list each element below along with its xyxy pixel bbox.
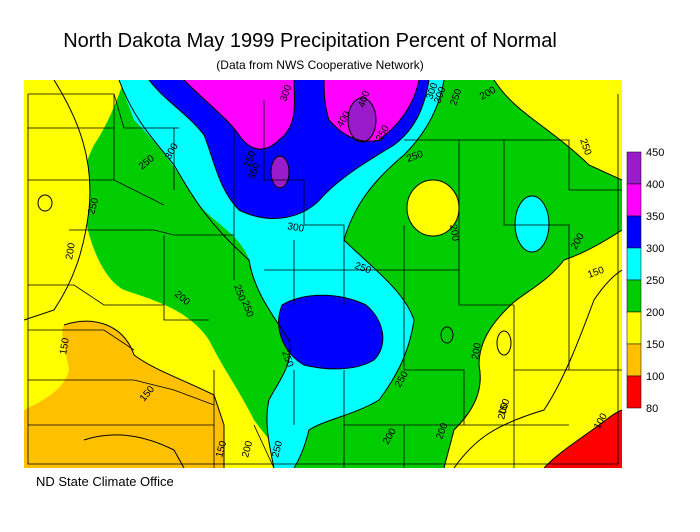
legend-labels: 450 400 350 300 250 200 150 100 80 bbox=[646, 148, 664, 415]
legend-swatch bbox=[626, 215, 642, 249]
region-150-200-northwest bbox=[24, 80, 90, 320]
precipitation-map: 300 300 250 200 400 350 250 250 300 250 … bbox=[24, 80, 622, 468]
contour-lines bbox=[24, 80, 622, 468]
legend-label: 350 bbox=[646, 211, 664, 223]
legend-swatch bbox=[626, 311, 642, 345]
contour-label: 150 bbox=[214, 439, 229, 458]
legend-label: 400 bbox=[646, 179, 664, 191]
legend-swatch bbox=[626, 279, 642, 313]
region-150-200-northeast bbox=[494, 80, 622, 180]
color-legend: 450 400 350 300 250 200 150 100 80 bbox=[626, 148, 664, 415]
region-300-350-central bbox=[278, 295, 383, 369]
legend-swatch bbox=[626, 375, 642, 409]
legend-label: 80 bbox=[646, 403, 658, 415]
contour-label: 200 bbox=[240, 439, 255, 458]
region-100-150-southwest bbox=[24, 321, 224, 468]
county-boundaries bbox=[27, 93, 622, 468]
contour-label: 200 bbox=[447, 224, 461, 243]
footer-credit: ND State Climate Office bbox=[36, 474, 174, 489]
contour-label: 300 bbox=[286, 221, 305, 235]
legend-label: 200 bbox=[646, 307, 664, 319]
contour-label: 150 bbox=[58, 337, 72, 356]
region-250-300 bbox=[119, 80, 444, 468]
map-title: North Dakota May 1999 Precipitation Perc… bbox=[63, 30, 557, 52]
legend-label: 100 bbox=[646, 371, 664, 383]
legend-swatch bbox=[626, 343, 642, 377]
region-250-300-east-bubble bbox=[515, 196, 549, 252]
contour-label: 200 bbox=[470, 342, 484, 361]
legend-swatch bbox=[626, 151, 642, 185]
region-100-150-south-central bbox=[74, 434, 184, 468]
legend-label: 250 bbox=[646, 275, 664, 287]
contour-label: 250 bbox=[270, 439, 285, 458]
region-80-100 bbox=[544, 410, 622, 468]
map-subtitle: (Data from NWS Cooperative Network) bbox=[216, 58, 424, 72]
legend-label: 150 bbox=[646, 339, 664, 351]
legend-label: 450 bbox=[646, 148, 664, 159]
region-400-450-north bbox=[348, 98, 376, 142]
legend-swatch bbox=[626, 183, 642, 217]
region-150-200-east bbox=[444, 230, 622, 468]
legend-label: 300 bbox=[646, 243, 664, 255]
contour-label: 200 bbox=[496, 401, 511, 420]
region-350-400 bbox=[184, 80, 295, 150]
contour-label: 200 bbox=[64, 242, 78, 261]
legend-swatch bbox=[626, 247, 642, 281]
region-150-200-east-bubble bbox=[407, 180, 459, 236]
contour-label: 250 bbox=[86, 196, 101, 215]
legend-swatches bbox=[626, 151, 642, 409]
